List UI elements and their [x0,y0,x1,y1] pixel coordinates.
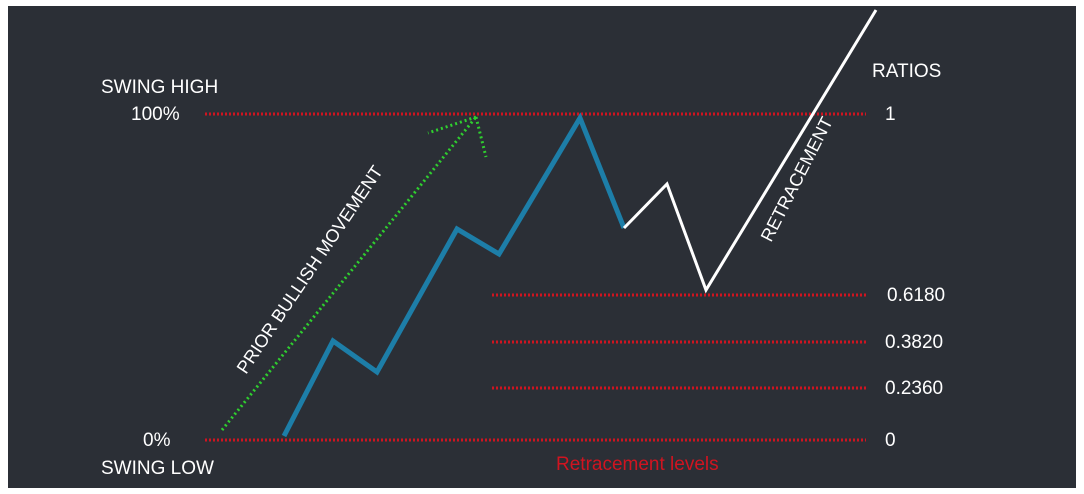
retracement-levels-caption: Retracement levels [556,454,719,475]
retracement-label: RETRACEMENT [757,114,837,245]
prior-move-arrow-shaft [220,116,478,431]
ratio-label-1: 1 [885,104,896,125]
swing-high-label: SWING HIGH [101,77,218,98]
retracement-price-path [622,9,878,294]
ratio-label-0618: 0.6180 [887,285,945,306]
ratio-label-0: 0 [885,430,896,451]
percent-high-label: 100% [131,104,180,125]
diagram-background [8,6,1076,488]
percent-low-label: 0% [143,430,171,451]
ratios-title: RATIOS [872,61,941,82]
prior-move-arrowhead-left [427,115,477,135]
prior-bullish-movement-label: PRIOR BULLISH MOVEMENT [233,162,387,377]
ratio-label-0382: 0.3820 [885,332,943,353]
swing-low-label: SWING LOW [101,458,214,479]
prior-move-arrowhead-right [474,116,488,158]
ratio-label-0236: 0.2360 [885,378,943,399]
bullish-price-path [281,112,627,438]
